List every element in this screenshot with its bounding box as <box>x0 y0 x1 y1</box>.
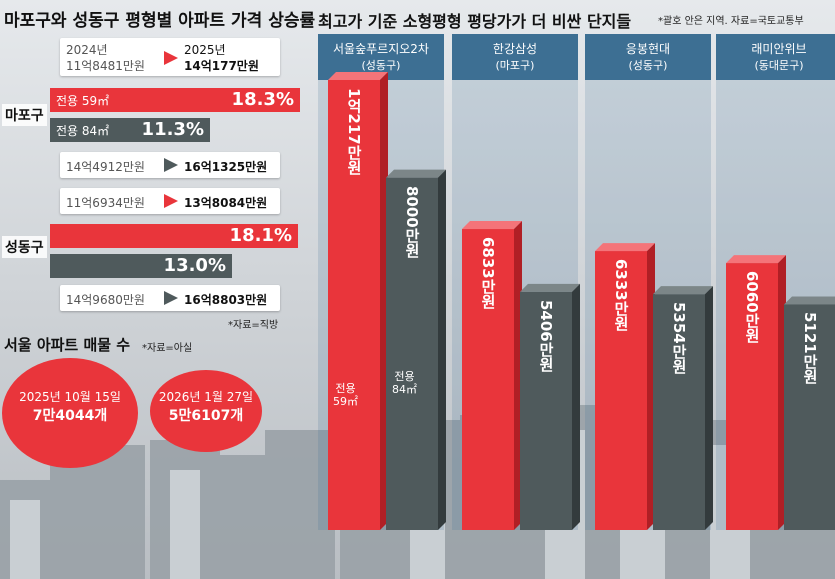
arrow-icon <box>164 158 178 172</box>
listings-circle-2026: 2026년 1월 27일 5만6107개 <box>150 370 262 452</box>
from-price: 11억8481만원 <box>66 59 145 73</box>
bar-value-label: 6060만원 <box>743 271 761 343</box>
bar-pct: 18.3% <box>231 89 294 110</box>
region-label-seongdong: 성동구 <box>2 236 47 258</box>
size-label-84: 전용 84㎡ <box>392 370 417 396</box>
to-price: 14억177만원 <box>184 59 259 73</box>
category-region: (성동구) <box>628 59 668 72</box>
listings-circle-2025: 2025년 10월 15일 7만4044개 <box>2 358 138 468</box>
bar-pct: 11.3% <box>141 119 204 140</box>
mapo-84-price-row: 14억4912만원 16억1325만원 <box>60 152 280 178</box>
bar-84 <box>784 304 835 530</box>
right-note: *괄호 안은 지역. 자료=국토교통부 <box>658 16 804 27</box>
to-price: 16억8803만원 <box>184 293 268 307</box>
category-name: 래미안위브 <box>751 42 807 56</box>
arrow-icon <box>164 51 178 65</box>
bar-value-label: 6833만원 <box>479 237 497 309</box>
bar-label: 전용 84㎡ <box>56 124 110 138</box>
region-label-mapo: 마포구 <box>2 104 47 126</box>
mapo-59-bar: 전용 59㎡ 18.3% <box>50 88 300 112</box>
bar-84 <box>653 294 705 530</box>
bar-top <box>784 296 835 305</box>
mapo-84-bar: 전용 84㎡ 11.3% <box>50 118 210 142</box>
bar-top <box>328 72 388 80</box>
bar-pct: 18.1% <box>229 225 292 246</box>
from-price: 14억4912만원 <box>66 160 145 174</box>
category-name: 서울숲푸르지오2차 <box>333 42 429 56</box>
bar-value-label: 5354만원 <box>670 302 688 374</box>
listing-date: 2025년 10월 15일 <box>19 390 121 404</box>
bar-59 <box>726 263 778 530</box>
bar-side <box>438 169 446 530</box>
bar-84 <box>520 291 572 530</box>
bar-pct: 13.0% <box>163 255 226 276</box>
bar-59 <box>462 229 514 530</box>
bar-top <box>653 286 713 295</box>
from-price: 14억9680만원 <box>66 293 145 307</box>
category-name: 한강삼성 <box>492 42 538 56</box>
bar-59 <box>328 80 380 530</box>
category-name: 응봉현대 <box>625 42 671 56</box>
category-region: (성동구) <box>361 59 401 72</box>
seongdong-59-bar: 18.1% <box>50 224 298 248</box>
bar-top <box>726 255 786 264</box>
to-year: 2025년 <box>184 43 226 57</box>
bar-value-label: 6333만원 <box>612 259 630 331</box>
mapo-59-price-row: 2024년 11억8481만원 2025년 14억177만원 <box>60 38 280 76</box>
seongdong-84-bar: 13.0% <box>50 254 232 278</box>
left-title: 마포구와 성동구 평형별 아파트 가격 상승률 <box>4 11 316 31</box>
bar-top <box>386 169 446 178</box>
from-price: 11억6934만원 <box>66 196 145 210</box>
bar-value-label: 8000만원 <box>403 185 421 258</box>
to-price: 13억8084만원 <box>184 196 268 210</box>
from-year: 2024년 <box>66 43 108 57</box>
bar-84 <box>386 177 438 531</box>
listings-title: 서울 아파트 매물 수 <box>4 336 131 354</box>
category-header: 래미안위브 (동대문구) <box>716 34 835 80</box>
bar-side <box>705 286 713 530</box>
bar-side <box>572 283 580 530</box>
bar-label: 전용 59㎡ <box>56 94 110 108</box>
bar-top <box>595 243 655 252</box>
listing-date: 2026년 1월 27일 <box>158 390 254 404</box>
category-header: 한강삼성 (마포구) <box>452 34 578 80</box>
to-price: 16억1325만원 <box>184 160 268 174</box>
listing-value: 5만6107개 <box>168 408 244 424</box>
left-source: *자료=직방 <box>228 320 279 331</box>
bar-top <box>462 221 522 230</box>
category-region: (마포구) <box>495 59 535 72</box>
listing-value: 7만4044개 <box>32 408 108 424</box>
category-header: 응봉현대 (성동구) <box>585 34 711 80</box>
seongdong-59-price-row: 11억6934만원 13억8084만원 <box>60 188 280 214</box>
bar-59 <box>595 251 647 531</box>
size-label-59: 전용 59㎡ <box>333 382 358 408</box>
bar-top <box>520 283 580 292</box>
arrow-icon <box>164 291 178 305</box>
listings-source: *자료=아실 <box>142 343 193 354</box>
arrow-icon <box>164 194 178 208</box>
bar-value-label: 5121만원 <box>801 312 819 385</box>
bar-value-label: 1억217만원 <box>345 88 363 175</box>
seongdong-84-price-row: 14억9680만원 16억8803만원 <box>60 285 280 311</box>
right-title: 최고가 기준 소형평형 평당가가 더 비싼 단지들 <box>318 12 632 31</box>
bar-value-label: 5406만원 <box>537 299 555 372</box>
category-region: (동대문구) <box>754 59 804 72</box>
